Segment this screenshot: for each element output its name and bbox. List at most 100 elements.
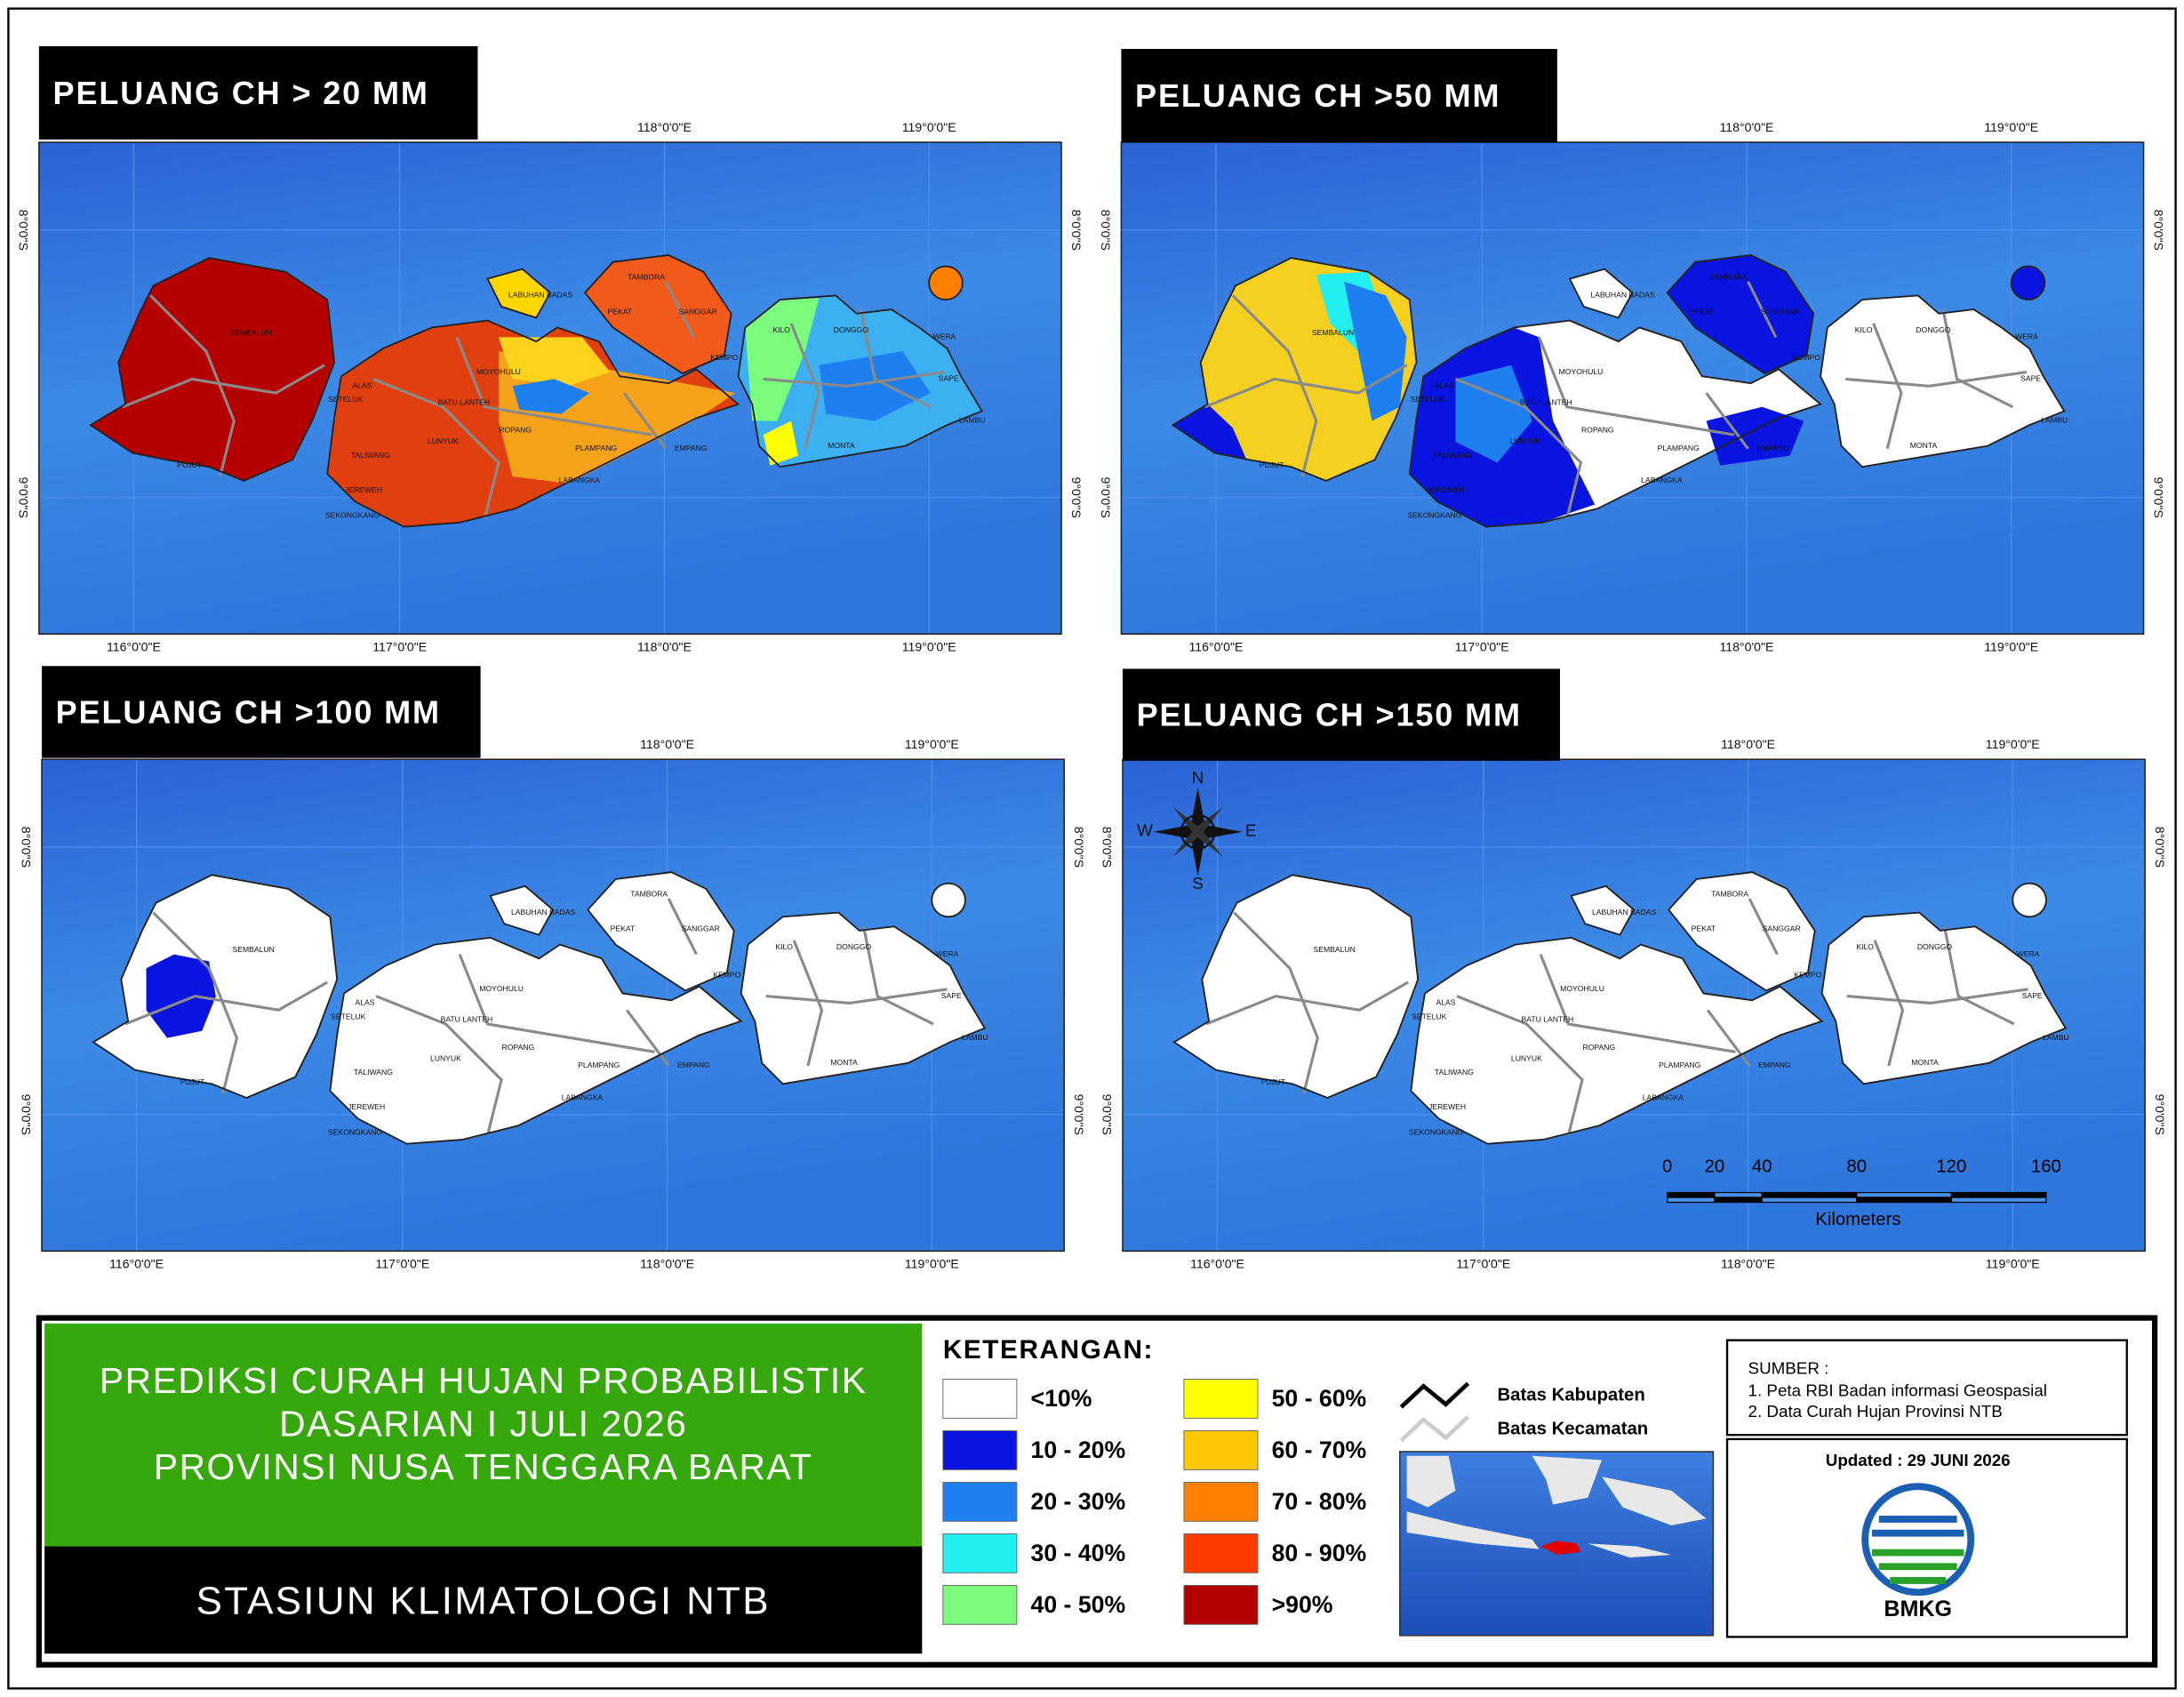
place-label: LUNYUK [1511, 1053, 1542, 1062]
island [931, 882, 966, 918]
inset-land [1602, 1477, 1707, 1526]
place-label: BATU LANTEH [437, 397, 490, 406]
panel-title: PELUANG CH >100 MM [56, 694, 441, 731]
place-label: PUJUT [1260, 460, 1284, 469]
inset-land [1406, 1455, 1456, 1508]
probability-zone [819, 351, 931, 421]
place-label: LABUHAN BADAS [508, 291, 573, 300]
latitude-label: 9°0'0"S [2152, 477, 2166, 518]
place-label: DONGGO [1916, 325, 1951, 334]
district-boundary [859, 308, 932, 409]
source-title: SUMBER : [1748, 1359, 1829, 1378]
title-box [44, 1323, 923, 1547]
district-boundary [1539, 954, 1736, 1053]
place-label: PEKAT [1692, 925, 1716, 933]
island [1820, 295, 2065, 468]
place-label: PLAMPANG [1658, 444, 1700, 452]
scale-tick-label: 40 [1752, 1157, 1772, 1177]
scale-segment [1761, 1191, 1858, 1198]
latitude-label: 8°0'0"S [2153, 827, 2167, 868]
island [487, 268, 550, 318]
longitude-label: 118°0'0"E [637, 120, 692, 134]
legend-label: 30 - 40% [1031, 1540, 1126, 1566]
latitude-label: 9°0'0"S [1099, 477, 1113, 518]
place-label: SAPE [2022, 991, 2043, 1000]
district-boundary [1204, 364, 1408, 409]
coastline [326, 319, 740, 528]
place-label: LAMBU [2041, 416, 2068, 425]
legend-label: 20 - 30% [1031, 1488, 1126, 1515]
legend-swatch [1183, 1430, 1259, 1470]
place-label: TALIWANG [351, 451, 390, 460]
legend-label: 60 - 70% [1272, 1437, 1367, 1463]
panel-frame [1122, 758, 2146, 1253]
district-boundary [1205, 981, 1409, 1026]
place-label: LABUHAN BADAS [1592, 908, 1657, 917]
logo-stripe [1890, 1577, 1947, 1584]
place-label: JEREWEH [1428, 1102, 1466, 1111]
legend-label: <10% [1031, 1385, 1092, 1412]
legend-label: Batas Kabupaten [1497, 1386, 1644, 1405]
compass-letter: S [1192, 874, 1204, 893]
place-label: SANGGAR [1761, 308, 1799, 316]
latitude-label: 8°0'0"S [1099, 210, 1113, 251]
scale-segment [1714, 1197, 1763, 1204]
district-boundary [1706, 1009, 1751, 1067]
place-label: PEKAT [611, 925, 636, 933]
place-label: KILO [1856, 942, 1874, 951]
probability-zone [1706, 406, 1804, 466]
place-label: MONTA [830, 1058, 858, 1067]
legend-label: 80 - 90% [1272, 1540, 1367, 1566]
island [585, 254, 732, 374]
place-label: ROPANG [1583, 1043, 1616, 1052]
scale-segment [1761, 1197, 1858, 1204]
coastline [1410, 936, 1824, 1145]
latitude-label: 9°0'0"S [16, 477, 30, 518]
place-label: SETELUK [328, 395, 363, 404]
district-boundary [1942, 925, 2015, 1026]
district-boundary [1748, 898, 1779, 956]
district-boundary [622, 392, 668, 450]
longitude-label: 118°0'0"E [1720, 120, 1774, 134]
scale-tick-label: 160 [2031, 1157, 2061, 1177]
inset-land [1532, 1455, 1603, 1505]
island [330, 937, 741, 1144]
place-label: JEREWEH [345, 485, 382, 494]
coastline [92, 874, 339, 1100]
place-label: SANGGAR [679, 308, 717, 316]
island [1667, 254, 1814, 374]
place-label: SEMBALUN [229, 328, 271, 337]
longitude-label: 119°0'0"E [1984, 640, 2038, 654]
place-label: ROPANG [499, 426, 532, 435]
longitude-label: 119°0'0"E [1986, 1257, 2040, 1271]
district-boundary [124, 981, 329, 1026]
legend-line [1399, 1415, 1470, 1443]
map-panel: TAMBORA SANGGAR PEKAT KEMPO LABUHAN BADAS MOY… [1100, 668, 2167, 1271]
panel-title: PELUANG CH >150 MM [1137, 697, 1522, 733]
district-boundary [765, 988, 948, 1005]
outer-frame [7, 7, 2177, 1690]
place-label: SEKONGKANG [1409, 1127, 1464, 1136]
district-boundary [1873, 940, 1905, 1067]
coastline [1570, 885, 1636, 936]
scale-segment [1856, 1197, 1952, 1204]
place-label: MONTA [1910, 441, 1938, 450]
place-label: SETELUK [331, 1012, 365, 1021]
panel-frame [41, 758, 1065, 1253]
panel-frame [38, 141, 1062, 635]
longitude-label: 119°0'0"E [902, 640, 956, 654]
scale-segment [1856, 1191, 1952, 1198]
place-label: TAMBORA [628, 272, 665, 281]
place-label: LABUHAN BADAS [1590, 291, 1655, 300]
district-boundary [458, 954, 655, 1053]
place-label: MONTA [1911, 1058, 1939, 1067]
place-label: SAPE [939, 374, 959, 383]
longitude-label: 119°0'0"E [905, 737, 959, 751]
legend-line [1399, 1381, 1470, 1409]
probability-zone [146, 954, 216, 1038]
place-label: PUJUT [1260, 1077, 1285, 1086]
place-label: SANGGAR [1763, 925, 1801, 933]
longitude-label: 117°0'0"E [372, 640, 427, 654]
place-label: ALAS [352, 381, 372, 390]
